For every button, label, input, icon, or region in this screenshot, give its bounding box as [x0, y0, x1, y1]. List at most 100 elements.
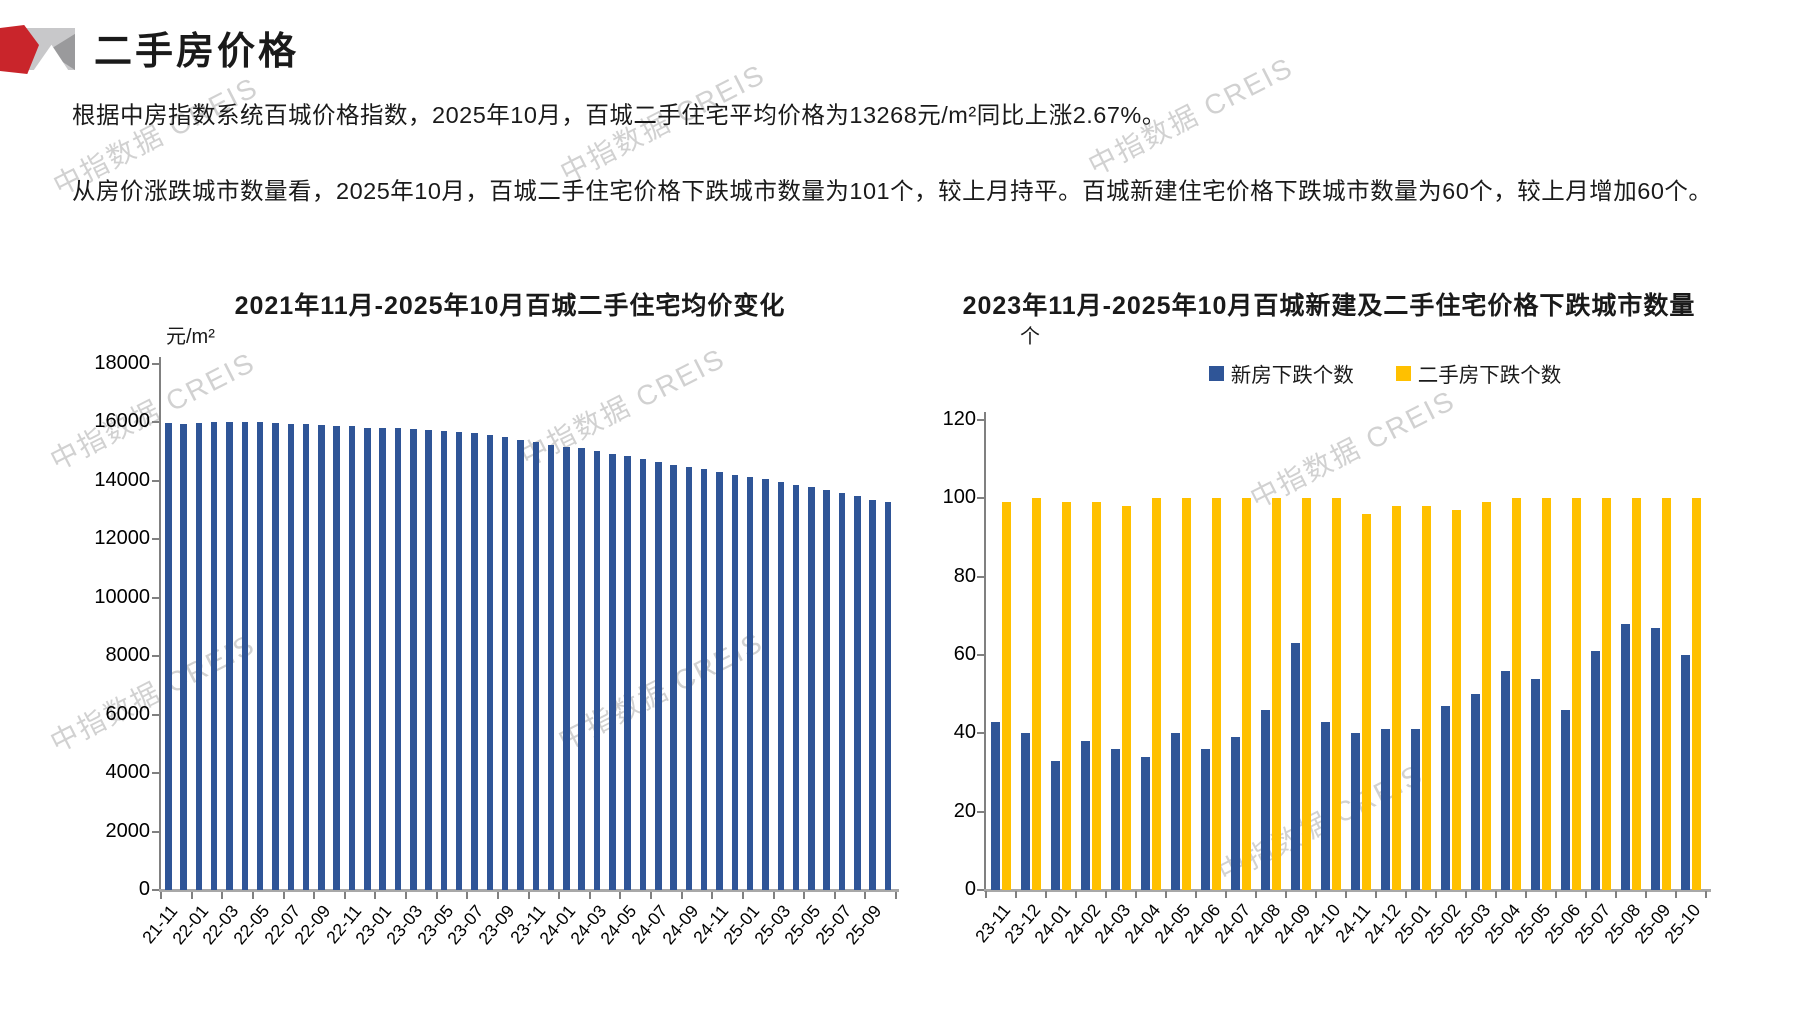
- left-chart-y-tick: [152, 772, 159, 775]
- bar-secondhand-homes-25-07: [1602, 498, 1611, 890]
- right-chart-x-tick: [1435, 891, 1437, 898]
- bar-secondhand-homes-24-09: [1302, 498, 1311, 890]
- bar-avg-price-23-08: [486, 435, 494, 890]
- legend-swatch-yellow-icon: [1395, 365, 1411, 381]
- bar-secondhand-homes-25-08: [1632, 498, 1641, 890]
- bar-new-homes-25-09: [1651, 627, 1660, 890]
- right-chart-x-tick: [1135, 891, 1137, 898]
- right-chart-y-tick-label: 100: [942, 486, 976, 509]
- bar-avg-price-23-06: [455, 431, 463, 890]
- bar-avg-price-23-05: [440, 431, 448, 890]
- bar-avg-price-24-09: [685, 466, 693, 890]
- left-chart-x-tick: [833, 892, 836, 899]
- bar-secondhand-homes-25-06: [1572, 498, 1581, 890]
- left-chart-y-tick-label: 14000: [94, 468, 150, 491]
- left-chart-y-tick-label: 4000: [105, 761, 151, 784]
- bar-secondhand-homes-25-04: [1512, 498, 1521, 890]
- right-chart-x-tick: [1015, 891, 1017, 898]
- bar-avg-price-23-02: [394, 428, 402, 890]
- bar-secondhand-homes-24-04: [1152, 498, 1161, 890]
- left-chart-y-tick-label: 10000: [94, 585, 150, 608]
- right-chart-y-tick-label: 80: [953, 564, 976, 587]
- bar-avg-price-22-02: [210, 422, 218, 890]
- right-chart-x-tick: [1525, 891, 1527, 898]
- left-chart-y-tick: [152, 830, 159, 833]
- left-chart-y-tick-label: 2000: [105, 819, 151, 842]
- bar-avg-price-25-01: [746, 476, 754, 890]
- left-chart-x-tick: [374, 892, 377, 899]
- bar-new-homes-24-11: [1351, 733, 1360, 890]
- bar-new-homes-24-08: [1261, 709, 1270, 890]
- left-chart-x-tick: [772, 892, 775, 899]
- bar-avg-price-23-04: [425, 429, 432, 890]
- bar-avg-price-22-08: [302, 424, 310, 890]
- bar-avg-price-24-04: [609, 453, 616, 890]
- legend-item-new-homes: 新房下跌个数: [1208, 358, 1354, 388]
- right-chart-x-tick: [1495, 891, 1497, 898]
- left-chart-x-tick: [680, 892, 683, 899]
- bar-secondhand-homes-24-06: [1212, 498, 1221, 890]
- bar-new-homes-25-06: [1561, 709, 1570, 890]
- right-chart-y-tick: [977, 889, 984, 891]
- bar-avg-price-24-10: [700, 469, 708, 890]
- legend-label-new-homes: 新房下跌个数: [1230, 364, 1354, 387]
- bar-avg-price-22-07: [287, 423, 294, 890]
- right-chart-x-tick: [1405, 891, 1407, 898]
- right-chart-x-tick: [1285, 891, 1287, 898]
- bar-new-homes-24-10: [1321, 721, 1330, 890]
- left-chart-x-tick: [527, 892, 530, 899]
- bar-avg-price-23-07: [471, 433, 478, 890]
- right-chart-x-tick: [1675, 891, 1677, 898]
- right-chart-x-tick: [1075, 891, 1077, 898]
- bar-avg-price-22-09: [318, 425, 325, 890]
- left-chart-x-tick: [282, 892, 285, 899]
- left-chart-x-tick: [496, 892, 499, 899]
- bar-avg-price-24-11: [716, 471, 723, 890]
- bar-avg-price-24-03: [593, 451, 601, 890]
- bar-avg-price-23-11: [532, 442, 539, 890]
- right-chart-y-axis: [984, 412, 986, 891]
- bar-new-homes-24-07: [1231, 737, 1240, 890]
- bar-avg-price-23-10: [517, 439, 524, 890]
- right-chart-unit-label: 个: [1020, 326, 1040, 348]
- left-chart-y-tick: [152, 421, 159, 424]
- right-chart-title: 2023年11月-2025年10月百城新建及二手住宅价格下跌城市数量: [962, 292, 1696, 320]
- left-chart-y-tick: [152, 479, 159, 482]
- bar-secondhand-homes-24-11: [1362, 514, 1371, 890]
- legend-label-secondhand-homes: 二手房下跌个数: [1417, 364, 1562, 387]
- right-chart-x-tick: [1465, 891, 1467, 898]
- right-chart-y-tick-label: 0: [964, 878, 976, 900]
- left-chart-x-tick: [803, 892, 806, 899]
- bar-secondhand-homes-25-03: [1482, 502, 1491, 890]
- right-chart-x-tick: [1165, 891, 1167, 898]
- right-chart-x-axis: [984, 889, 1711, 892]
- right-chart-y-tick: [977, 575, 984, 578]
- bar-secondhand-homes-25-09: [1662, 498, 1671, 890]
- bar-avg-price-22-06: [272, 423, 279, 890]
- left-chart-y-tick-label: 0: [138, 878, 150, 900]
- left-chart-x-tick: [466, 892, 469, 899]
- left-chart-x-tick: [160, 892, 162, 899]
- left-chart-y-tick: [152, 655, 159, 658]
- right-chart-x-tick: [1315, 891, 1317, 898]
- right-chart-x-tick: [1585, 891, 1587, 898]
- left-chart-unit-label: 元/m²: [166, 326, 215, 348]
- bar-new-homes-25-03: [1471, 694, 1480, 890]
- bar-avg-price-22-04: [241, 422, 249, 890]
- left-chart-y-tick-label: 6000: [105, 702, 151, 725]
- left-chart-title: 2021年11月-2025年10月百城二手住宅均价变化: [234, 292, 786, 320]
- bar-avg-price-24-01: [563, 446, 570, 890]
- bar-avg-price-25-03: [777, 481, 784, 890]
- bar-new-homes-25-01: [1411, 729, 1420, 890]
- bar-avg-price-25-04: [792, 484, 800, 890]
- bar-avg-price-22-01: [195, 423, 203, 890]
- bar-avg-price-24-02: [578, 448, 585, 890]
- right-chart-x-tick: [1105, 891, 1107, 898]
- bar-secondhand-homes-25-02: [1452, 510, 1461, 890]
- left-chart-x-tick: [650, 892, 652, 899]
- bar-avg-price-24-08: [670, 464, 677, 890]
- right-chart-x-tick: [1195, 891, 1197, 898]
- right-chart-y-tick: [977, 497, 984, 500]
- bar-avg-price-23-12: [547, 444, 555, 890]
- logo-gray-shape: [26, 28, 75, 70]
